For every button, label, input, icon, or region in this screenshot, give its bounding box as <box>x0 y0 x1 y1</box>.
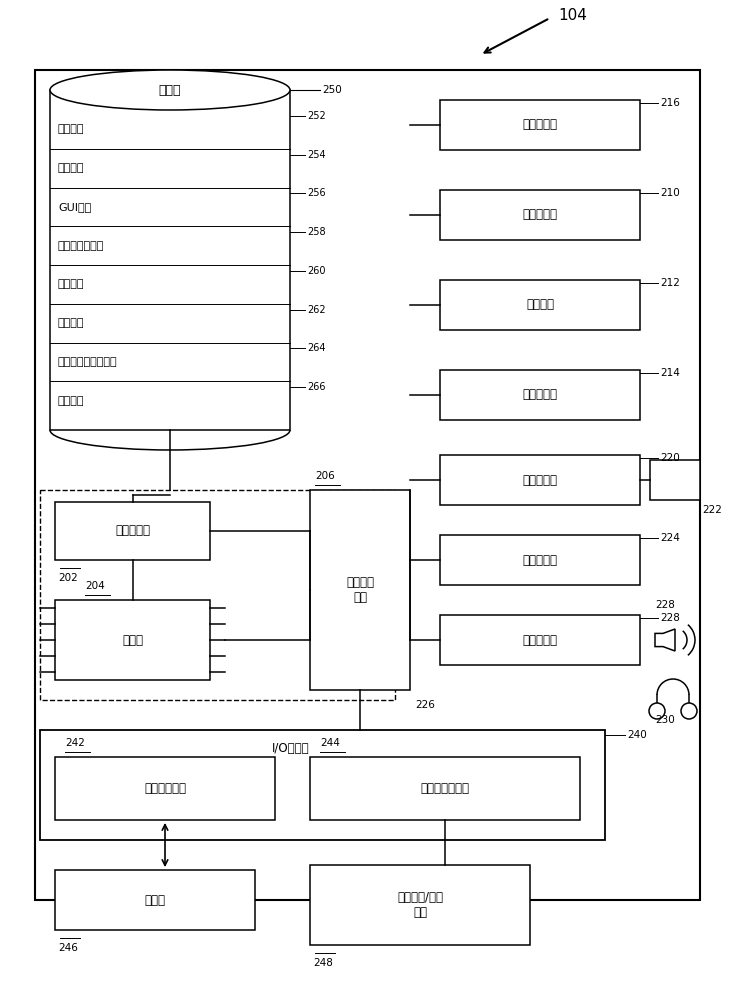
Text: 触摸屏: 触摸屏 <box>145 894 165 906</box>
Text: 应用程序: 应用程序 <box>58 318 84 328</box>
Text: 外围设备
接口: 外围设备 接口 <box>346 576 374 604</box>
Bar <box>440 615 640 665</box>
Text: 248: 248 <box>313 958 333 968</box>
Bar <box>55 502 210 560</box>
Text: 212: 212 <box>660 278 680 288</box>
Text: 262: 262 <box>307 305 326 315</box>
Text: 运动传感器: 运动传感器 <box>522 209 557 222</box>
Text: 其他传感器: 其他传感器 <box>522 118 557 131</box>
Text: 传感器处理模块: 传感器处理模块 <box>58 241 104 251</box>
Text: 其他输入/控制
设备: 其他输入/控制 设备 <box>397 891 443 919</box>
Bar <box>310 865 530 945</box>
Circle shape <box>681 703 697 719</box>
Bar <box>55 870 255 930</box>
Bar <box>35 70 700 900</box>
Text: 206: 206 <box>315 471 335 481</box>
Text: 204: 204 <box>85 581 105 591</box>
Bar <box>55 757 275 820</box>
Text: 228: 228 <box>660 613 680 623</box>
Text: 220: 220 <box>660 453 679 463</box>
Text: 254: 254 <box>307 150 326 160</box>
Text: 224: 224 <box>660 533 680 543</box>
Bar <box>40 490 395 700</box>
Text: 电话模块: 电话模块 <box>58 279 84 289</box>
Text: 相机子系统: 相机子系统 <box>522 474 557 487</box>
Text: 存储器接口: 存储器接口 <box>115 524 150 538</box>
Text: 230: 230 <box>655 715 675 725</box>
Text: 光传感器: 光传感器 <box>526 298 554 312</box>
Text: 228: 228 <box>655 600 675 610</box>
Text: 258: 258 <box>307 227 326 237</box>
Text: 214: 214 <box>660 368 680 378</box>
Bar <box>310 757 580 820</box>
Text: 音频子系统: 音频子系统 <box>522 634 557 647</box>
Text: GUI模块: GUI模块 <box>58 202 91 212</box>
Text: 244: 244 <box>320 738 340 748</box>
Text: 266: 266 <box>307 382 326 392</box>
Text: 存储器: 存储器 <box>159 84 181 97</box>
Text: 数字助理客户端模块: 数字助理客户端模块 <box>58 357 118 367</box>
Ellipse shape <box>50 70 290 110</box>
Text: 处理器: 处理器 <box>122 634 143 647</box>
Text: 222: 222 <box>702 505 722 515</box>
Bar <box>50 90 290 430</box>
Text: 240: 240 <box>627 730 647 740</box>
Text: 操作系统: 操作系统 <box>58 124 84 134</box>
Text: 250: 250 <box>322 85 342 95</box>
Bar <box>310 490 410 690</box>
Text: 210: 210 <box>660 188 679 198</box>
Text: 260: 260 <box>307 266 326 276</box>
Bar <box>440 535 640 585</box>
Text: 触摸屏控制器: 触摸屏控制器 <box>144 782 186 795</box>
Polygon shape <box>655 629 675 651</box>
Bar <box>40 730 605 840</box>
Text: 通信子系统: 通信子系统 <box>522 554 557 566</box>
Text: 接近传感器: 接近传感器 <box>522 388 557 401</box>
Text: 252: 252 <box>307 111 326 121</box>
Bar <box>55 600 210 680</box>
Text: 用户数据: 用户数据 <box>58 396 84 406</box>
Text: 242: 242 <box>65 738 85 748</box>
Text: 226: 226 <box>415 700 435 710</box>
Circle shape <box>649 703 665 719</box>
Bar <box>440 280 640 330</box>
Bar <box>650 460 700 500</box>
Text: 通信模块: 通信模块 <box>58 163 84 173</box>
Text: 216: 216 <box>660 98 680 108</box>
Bar <box>440 455 640 505</box>
Text: 264: 264 <box>307 343 326 353</box>
Bar <box>440 190 640 240</box>
Text: 其他输入控制器: 其他输入控制器 <box>420 782 469 795</box>
Text: 246: 246 <box>58 943 78 953</box>
Bar <box>440 370 640 420</box>
Text: 256: 256 <box>307 188 326 198</box>
Bar <box>440 100 640 150</box>
Text: I/O子系统: I/O子系统 <box>271 742 309 755</box>
Text: 104: 104 <box>558 7 587 22</box>
Text: 202: 202 <box>58 573 77 583</box>
